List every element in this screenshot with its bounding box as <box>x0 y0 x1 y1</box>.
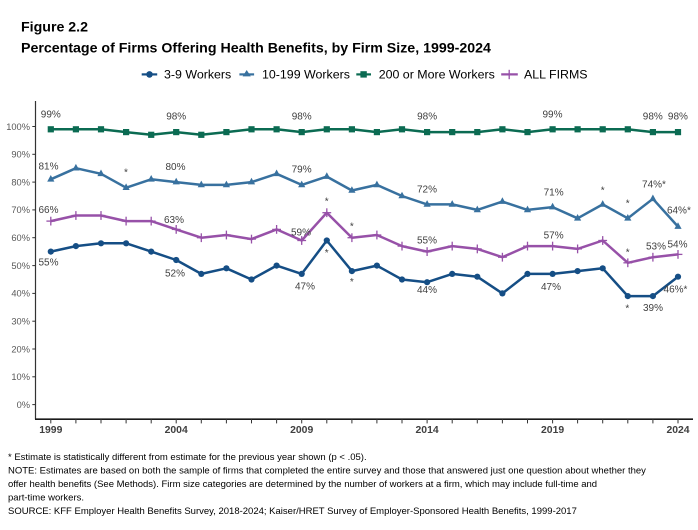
svg-text:47%: 47% <box>295 282 315 293</box>
svg-text:72%: 72% <box>417 185 437 196</box>
svg-text:55%: 55% <box>38 258 58 269</box>
svg-text:part-time workers.: part-time workers. <box>8 492 84 503</box>
svg-text:64%*: 64%* <box>667 206 691 217</box>
svg-text:57%: 57% <box>544 230 564 241</box>
svg-text:SOURCE: KFF Employer Health Be: SOURCE: KFF Employer Health Benefits Sur… <box>8 506 577 517</box>
svg-text:60%: 60% <box>11 233 30 243</box>
svg-text:74%*: 74%* <box>642 180 666 191</box>
svg-text:0%: 0% <box>17 400 30 410</box>
svg-text:3-9 Workers: 3-9 Workers <box>164 68 231 82</box>
svg-text:*: * <box>325 197 329 208</box>
svg-text:55%: 55% <box>417 236 437 247</box>
svg-text:99%: 99% <box>542 109 562 120</box>
svg-text:ALL FIRMS: ALL FIRMS <box>524 68 588 82</box>
svg-text:70%: 70% <box>11 205 30 215</box>
svg-text:20%: 20% <box>11 344 30 354</box>
svg-text:*: * <box>626 247 630 258</box>
svg-text:63%: 63% <box>164 215 184 226</box>
svg-text:2004: 2004 <box>165 425 188 436</box>
svg-text:81%: 81% <box>38 162 58 173</box>
svg-text:Figure 2.2: Figure 2.2 <box>21 20 88 36</box>
svg-text:98%: 98% <box>417 112 437 123</box>
svg-text:99%: 99% <box>41 109 61 120</box>
svg-text:98%: 98% <box>166 112 186 123</box>
svg-text:10%: 10% <box>11 372 30 382</box>
svg-text:1999: 1999 <box>39 425 62 436</box>
svg-text:98%: 98% <box>668 112 688 123</box>
svg-text:39%: 39% <box>643 303 663 314</box>
svg-text:53%: 53% <box>646 242 666 253</box>
svg-text:54%: 54% <box>667 240 687 251</box>
svg-text:*: * <box>325 248 329 259</box>
svg-text:* Estimate is statistically di: * Estimate is statistically different fr… <box>8 452 367 463</box>
svg-text:Percentage of Firms Offering H: Percentage of Firms Offering Health Bene… <box>21 41 491 57</box>
svg-text:30%: 30% <box>11 317 30 327</box>
svg-text:*: * <box>124 168 128 179</box>
svg-text:66%: 66% <box>38 205 58 216</box>
svg-text:59%: 59% <box>291 228 311 239</box>
svg-text:71%: 71% <box>544 187 564 198</box>
svg-text:*: * <box>601 185 605 196</box>
svg-text:90%: 90% <box>11 150 30 160</box>
svg-text:52%: 52% <box>165 268 185 279</box>
svg-text:*: * <box>350 221 354 232</box>
svg-text:NOTE: Estimates are based on b: NOTE: Estimates are based on both the sa… <box>8 466 646 477</box>
svg-text:2019: 2019 <box>541 425 564 436</box>
svg-text:47%: 47% <box>541 282 561 293</box>
svg-text:2014: 2014 <box>416 425 439 436</box>
svg-text:50%: 50% <box>11 261 30 271</box>
svg-text:44%: 44% <box>417 285 437 296</box>
svg-text:200 or More Workers: 200 or More Workers <box>379 68 495 82</box>
svg-text:40%: 40% <box>11 289 30 299</box>
svg-text:100%: 100% <box>6 122 30 132</box>
svg-text:80%: 80% <box>165 162 185 173</box>
svg-text:*: * <box>350 277 354 288</box>
svg-text:46%*: 46%* <box>664 285 688 296</box>
svg-text:79%: 79% <box>292 165 312 176</box>
svg-text:98%: 98% <box>643 112 663 123</box>
svg-text:80%: 80% <box>11 177 30 187</box>
svg-text:10-199 Workers: 10-199 Workers <box>262 68 350 82</box>
svg-text:offer health benefits (See Met: offer health benefits (See Methods). Fir… <box>8 479 597 490</box>
svg-text:*: * <box>625 304 629 315</box>
svg-text:2024: 2024 <box>666 425 689 436</box>
svg-text:*: * <box>626 198 630 209</box>
svg-text:2009: 2009 <box>290 425 313 436</box>
svg-text:98%: 98% <box>292 112 312 123</box>
